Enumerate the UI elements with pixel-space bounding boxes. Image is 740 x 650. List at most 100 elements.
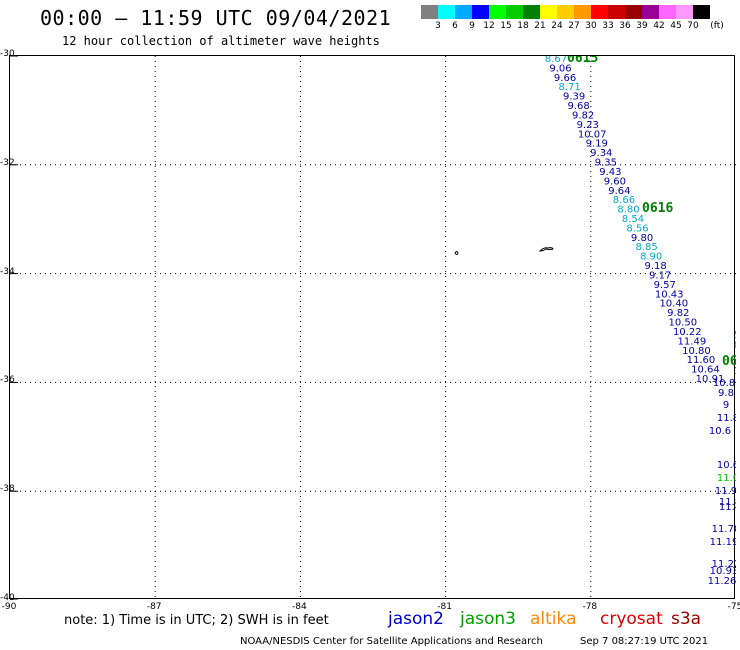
wave-height-value: 9.80: [631, 233, 653, 244]
scale-label: 24: [551, 21, 563, 31]
wave-height-value: 11.49: [678, 336, 707, 347]
wave-height-value: 11.70: [712, 524, 736, 535]
scale-swatch: [472, 5, 489, 19]
wave-height-value: 9.66: [554, 73, 576, 84]
satellite-legend-item: s3a: [671, 609, 702, 629]
scale-labels: 3 6 9 12 15 18 21 24 27 30 33 36 39 42 45 70 (ft): [421, 19, 727, 33]
wave-height-value: 8.54: [622, 214, 644, 225]
scale-swatch: [540, 5, 557, 19]
wave-height-value: 9.82: [572, 110, 594, 121]
lat-label: -38: [0, 484, 15, 495]
timestamp-text: Sep 7 08:27:19 UTC 2021: [580, 636, 709, 647]
wave-height-value: 9.43: [599, 167, 621, 178]
scale-swatch: [676, 5, 693, 19]
wave-height-value: 9.17: [649, 270, 671, 281]
credit-text: NOAA/NESDIS Center for Satellite Applica…: [240, 636, 543, 647]
scale-label: 12: [483, 21, 495, 31]
wave-height-value: 9.19: [586, 139, 608, 150]
wave-height-value: 9.34: [590, 148, 612, 159]
wave-height-value: 10.40: [659, 299, 688, 310]
wave-height-value: 8.90: [640, 252, 662, 263]
wave-height-value: 8.80: [617, 205, 639, 216]
pass-time-label: 06: [722, 354, 736, 369]
scale-unit: (ft): [710, 21, 724, 31]
scale-label: 9: [469, 21, 475, 31]
pass-time-label: 0616: [642, 201, 673, 216]
lat-label: -40: [0, 593, 15, 603]
wave-height-value: 9.64: [608, 186, 630, 197]
scale-swatch: [557, 5, 574, 19]
wave-height-value: 10.22: [673, 327, 702, 338]
scale-swatch: [625, 5, 642, 19]
wave-height-value: 10.93: [710, 566, 736, 577]
lon-label: -78: [582, 602, 598, 612]
wave-height-value: 10.50: [669, 318, 698, 329]
satellite-legend-item: altika: [530, 609, 577, 629]
wave-height-value: 10.07: [578, 129, 607, 140]
scale-label: 39: [636, 21, 648, 31]
wave-height-value: 11.8: [719, 497, 736, 508]
lon-label: -81: [437, 602, 452, 612]
scale-label: 70: [687, 21, 699, 31]
scale-swatch: [608, 5, 625, 19]
lon-label: -75: [727, 602, 740, 612]
wave-height-value-clipped: 5: [734, 330, 736, 341]
wave-height-value: 9.35: [595, 158, 617, 169]
wave-height-value: 9.68: [568, 101, 590, 112]
scale-swatch: [591, 5, 608, 19]
scale-label: 6: [452, 21, 458, 31]
lat-label: -32: [0, 157, 15, 168]
scale-swatch: [421, 5, 438, 19]
wave-height-value: 11.26: [708, 576, 736, 587]
page-subtitle: 12 hour collection of altimeter wave hei…: [62, 34, 380, 48]
wave-height-value: 11.22: [712, 559, 736, 570]
wave-height-value: 9.8: [718, 388, 734, 399]
scale-label: 27: [568, 21, 580, 31]
scale-swatch: [455, 5, 472, 19]
satellite-legend-item: jason2: [388, 609, 444, 629]
scale-swatch: [693, 5, 710, 19]
scale-swatch: [659, 5, 676, 19]
lon-label: -90: [1, 602, 17, 612]
wave-height-value: 9.60: [604, 176, 626, 187]
lat-label: -34: [0, 266, 15, 277]
map-svg: 8.679.069.668.719.399.689.829.2310.079.1…: [10, 56, 736, 600]
wave-height-value: 9: [723, 400, 729, 411]
wave-height-value-clipped: 8: [734, 340, 736, 351]
wave-height-value: 9.18: [645, 261, 667, 272]
lat-label: -30: [0, 49, 15, 59]
wave-height-value: 11.60: [687, 355, 716, 366]
satellite-legend-item: jason3: [460, 609, 516, 629]
wave-height-value: 10.6: [709, 426, 731, 437]
wave-height-value: 8.56: [626, 223, 648, 234]
wave-height-value: 10.91: [696, 374, 725, 385]
scale-swatch: [574, 5, 591, 19]
wave-height-value: 8.67: [545, 56, 567, 65]
scale-label: 45: [670, 21, 682, 31]
wave-height-value: 11.0: [717, 473, 736, 484]
wave-height-value: 9.06: [549, 63, 571, 74]
pass-time-label: 0615: [567, 56, 598, 66]
wave-height-value: 10.80: [682, 346, 711, 357]
lon-label: -87: [146, 602, 162, 612]
map-plot-area: 8.67 9.06 9.66 8.71 9.39 9.68 9.82 9.23 10.07 9.1…: [9, 55, 736, 600]
scale-label: 30: [585, 21, 597, 31]
satellite-legend-item: cryosat: [600, 609, 663, 629]
scale-label: 33: [602, 21, 614, 31]
wave-height-value: 11.4: [719, 502, 736, 513]
wave-height-value: 10.64: [691, 365, 720, 376]
scale-swatch: [506, 5, 523, 19]
scale-label: 21: [534, 21, 546, 31]
scale-label: 3: [435, 21, 441, 31]
wave-height-value: 11.8: [717, 413, 736, 424]
lat-label: -36: [0, 375, 15, 386]
wave-height-value: 8.66: [613, 195, 635, 206]
footer-note: note: 1) Time is in UTC; 2) SWH is in fe…: [64, 613, 329, 628]
scale-label: 42: [653, 21, 665, 31]
scale-swatch: [438, 5, 455, 19]
lon-label: -84: [292, 602, 307, 612]
wave-height-value: 9.23: [577, 120, 599, 131]
wave-height-value: 11.19: [710, 537, 736, 548]
island-outline: [454, 251, 459, 255]
wave-height-value: 9.82: [667, 308, 689, 319]
